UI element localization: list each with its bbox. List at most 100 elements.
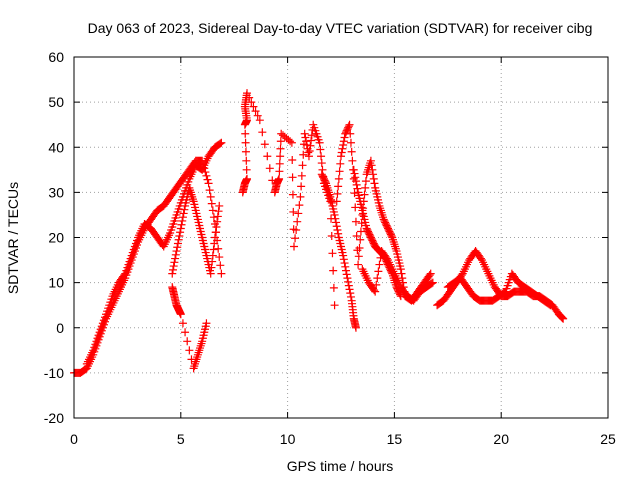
- data-point: [546, 301, 555, 310]
- data-point: [346, 129, 355, 138]
- plot-frame: [73, 56, 609, 419]
- data-point: [290, 242, 299, 251]
- data-point: [178, 216, 187, 225]
- data-point: [350, 169, 359, 178]
- x-tick-label: 20: [493, 431, 509, 447]
- data-point: [317, 152, 326, 161]
- data-point: [178, 319, 187, 328]
- data-point: [302, 140, 311, 149]
- series-s3: [168, 183, 224, 278]
- data-point: [179, 209, 188, 218]
- data-point: [327, 231, 336, 240]
- data-point: [213, 217, 222, 226]
- data-point: [332, 222, 341, 231]
- data-point: [206, 269, 215, 278]
- data-point: [295, 201, 304, 210]
- data-point: [168, 265, 177, 274]
- series-s2: [82, 138, 226, 368]
- data-point: [276, 152, 285, 161]
- data-point: [558, 313, 567, 322]
- data-point: [306, 141, 315, 150]
- data-point: [241, 138, 250, 147]
- data-point: [260, 140, 269, 149]
- data-point: [370, 179, 379, 188]
- data-point: [334, 182, 343, 191]
- x-axis-label: GPS time / hours: [287, 458, 394, 474]
- data-point: [263, 152, 272, 161]
- data-point: [372, 280, 381, 289]
- data-point: [304, 152, 313, 161]
- data-point: [210, 233, 219, 242]
- data-point: [331, 214, 340, 223]
- data-point: [361, 183, 370, 192]
- data-point: [348, 156, 357, 165]
- data-point: [334, 174, 343, 183]
- data-point: [346, 292, 355, 301]
- data-point: [176, 228, 185, 237]
- data-point: [396, 265, 405, 274]
- y-tick-label: 60: [48, 49, 64, 65]
- x-tick-label: 5: [177, 431, 185, 447]
- data-point: [210, 239, 219, 248]
- data-point: [333, 189, 342, 198]
- y-tick-label: 0: [56, 320, 64, 336]
- data-point: [174, 235, 183, 244]
- data-point: [339, 137, 348, 146]
- data-point: [332, 218, 341, 227]
- data-point: [287, 138, 296, 147]
- data-point: [175, 231, 184, 240]
- data-point: [346, 138, 355, 147]
- data-point: [356, 227, 365, 236]
- data-point: [354, 252, 363, 261]
- data-point: [375, 260, 384, 269]
- data-point: [336, 159, 345, 168]
- axis-ticks: 0 5 10 15 20 25 -20 -10 0 10 20 30 40 50 60: [44, 49, 616, 447]
- chart-title: Day 063 of 2023, Sidereal Day-to-day VTE…: [88, 20, 593, 36]
- series-s6: [317, 170, 360, 332]
- data-point: [340, 259, 349, 268]
- data-point: [341, 262, 350, 271]
- data-point: [559, 314, 568, 323]
- data-point: [251, 107, 260, 116]
- data-point: [317, 159, 326, 168]
- data-point: [208, 206, 217, 215]
- data-point: [216, 261, 225, 270]
- data-point: [203, 175, 212, 184]
- data-point: [169, 262, 178, 271]
- y-tick-label: 30: [48, 184, 64, 200]
- data-point: [296, 192, 305, 201]
- data-point: [297, 171, 306, 180]
- data-point: [202, 319, 211, 328]
- x-tick-label: 15: [387, 431, 403, 447]
- data-point: [315, 138, 324, 147]
- y-tick-label: -10: [44, 365, 64, 381]
- data-point: [291, 234, 300, 243]
- data-point: [275, 159, 284, 168]
- data-point: [341, 266, 350, 275]
- data-point: [349, 165, 358, 174]
- data-point: [170, 258, 179, 267]
- data-point: [427, 279, 436, 288]
- data-point: [241, 147, 250, 156]
- data-point: [333, 225, 342, 234]
- data-point: [217, 269, 226, 278]
- data-point: [355, 244, 364, 253]
- data-point: [345, 285, 354, 294]
- data-points: [70, 89, 568, 377]
- x-tick-label: 10: [280, 431, 296, 447]
- x-tick-label: 0: [70, 431, 78, 447]
- data-point: [242, 156, 251, 165]
- data-point: [330, 210, 339, 219]
- data-point: [243, 89, 252, 98]
- y-tick-label: 40: [48, 139, 64, 155]
- data-point: [177, 220, 186, 229]
- data-point: [397, 269, 406, 278]
- data-point: [207, 263, 216, 272]
- data-point: [243, 174, 252, 183]
- data-point: [369, 170, 378, 179]
- data-point: [374, 267, 383, 276]
- data-point: [286, 137, 295, 146]
- data-point: [345, 120, 354, 129]
- data-point: [247, 98, 256, 107]
